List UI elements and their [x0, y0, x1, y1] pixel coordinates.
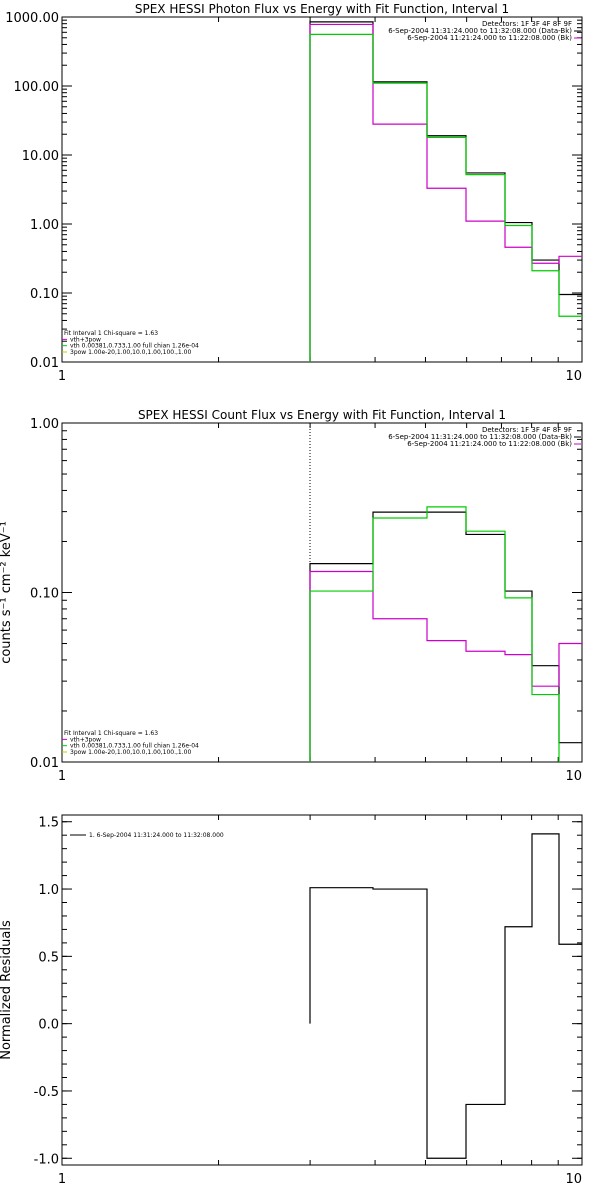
- series-line-1: [309, 511, 582, 762]
- y-tick-label: 1.00: [30, 218, 59, 233]
- series-line-3: [309, 506, 560, 762]
- plot-frame: [61, 814, 583, 1166]
- legend-entry: vth+3pow: [70, 736, 101, 743]
- y-axis-label: counts s⁻¹ cm⁻² keV⁻¹: [0, 521, 14, 664]
- legend-entry: 3pow 1.00e-20,1.00,10.0,1.00,100.,1.00: [70, 349, 191, 356]
- panel-3: 1.5 1.0 0.5 0.0 -0.5 -1.0 1 10 Normalized Residu…: [0, 814, 583, 1187]
- x-tick-label: 1: [58, 1172, 66, 1187]
- y-axis-label: Normalized Residuals: [0, 920, 14, 1060]
- plot-frame: [61, 16, 583, 363]
- y-tick-label: 0.10: [30, 587, 59, 602]
- panel-1-title: SPEX HESSI Photon Flux vs Energy with Fi…: [135, 2, 509, 16]
- y-tick-label: 1000.00: [5, 11, 59, 26]
- y-tick-label: 0.10: [30, 287, 59, 302]
- y-tick-label: 0.01: [30, 356, 59, 371]
- header-line-3: 6-Sep-2004 11:21:24.000 to 11:22:08.000 …: [407, 440, 572, 448]
- legend-entry: vth+3pow: [70, 336, 101, 343]
- y-tick-label: 1.0: [38, 883, 59, 898]
- legend-entry: 3pow 1.00e-20,1.00,10.0,1.00,100.,1.00: [70, 749, 191, 756]
- plot-frame: [61, 422, 583, 763]
- y-tick-label: 10.00: [22, 149, 59, 164]
- series-line-1: [309, 833, 582, 1159]
- series-line-3: [309, 33, 582, 362]
- header-line-2: 6-Sep-2004 11:31:24.000 to 11:32:08.000 …: [388, 433, 572, 441]
- x-tick-label: 1: [58, 769, 66, 784]
- series-line-2: [309, 23, 582, 362]
- x-tick-label: 1: [58, 369, 66, 384]
- y-tick-label: 0.01: [30, 756, 59, 771]
- header-line-2: 6-Sep-2004 11:31:24.000 to 11:32:08.000 …: [388, 27, 572, 35]
- series-line-2: [309, 570, 582, 762]
- x-tick-label: 10: [565, 1172, 582, 1187]
- legend-entry: vth 0.00381,0.733,1.00 full chian 1.26e-…: [70, 343, 199, 350]
- series-group: [309, 506, 582, 762]
- y-tick-label: -1.0: [34, 1152, 59, 1167]
- y-tick-label: 0.5: [38, 950, 59, 965]
- y-tick-label: 0.0: [38, 1018, 59, 1033]
- header-line-3: 6-Sep-2004 11:21:24.000 to 11:22:08.000 …: [407, 34, 572, 42]
- x-tick-label: 10: [565, 369, 582, 384]
- legend-entry: Fit Interval 1 Chi-square = 1.63: [64, 330, 158, 337]
- header-line-1: Detectors: 1F 3F 4F 8F 9F: [482, 426, 572, 434]
- header-line-1: Detectors: 1F 3F 4F 8F 9F: [482, 20, 572, 28]
- y-tick-label: -0.5: [34, 1085, 59, 1100]
- y-tick-label: 100.00: [14, 80, 60, 95]
- y-tick-label: 1.5: [38, 816, 59, 831]
- legend-entry: vth 0.00381,0.733,1.00 full chian 1.26e-…: [70, 743, 199, 750]
- series-group: [309, 21, 582, 362]
- legend-entry: 1. 6-Sep-2004 11:31:24.000 to 11:32:08.0…: [89, 832, 224, 839]
- panel-1: SPEX HESSI Photon Flux vs Energy with Fi…: [5, 2, 583, 384]
- x-tick-label: 10: [565, 769, 582, 784]
- series-group: [309, 833, 582, 1159]
- y-tick-label: 1.00: [30, 417, 59, 432]
- legend-entry: Fit Interval 1 Chi-square = 1.63: [64, 730, 158, 737]
- panel-2-title: SPEX HESSI Count Flux vs Energy with Fit…: [138, 408, 506, 422]
- panel-2: SPEX HESSI Count Flux vs Energy with Fit…: [0, 408, 583, 784]
- series-line-1: [309, 21, 582, 362]
